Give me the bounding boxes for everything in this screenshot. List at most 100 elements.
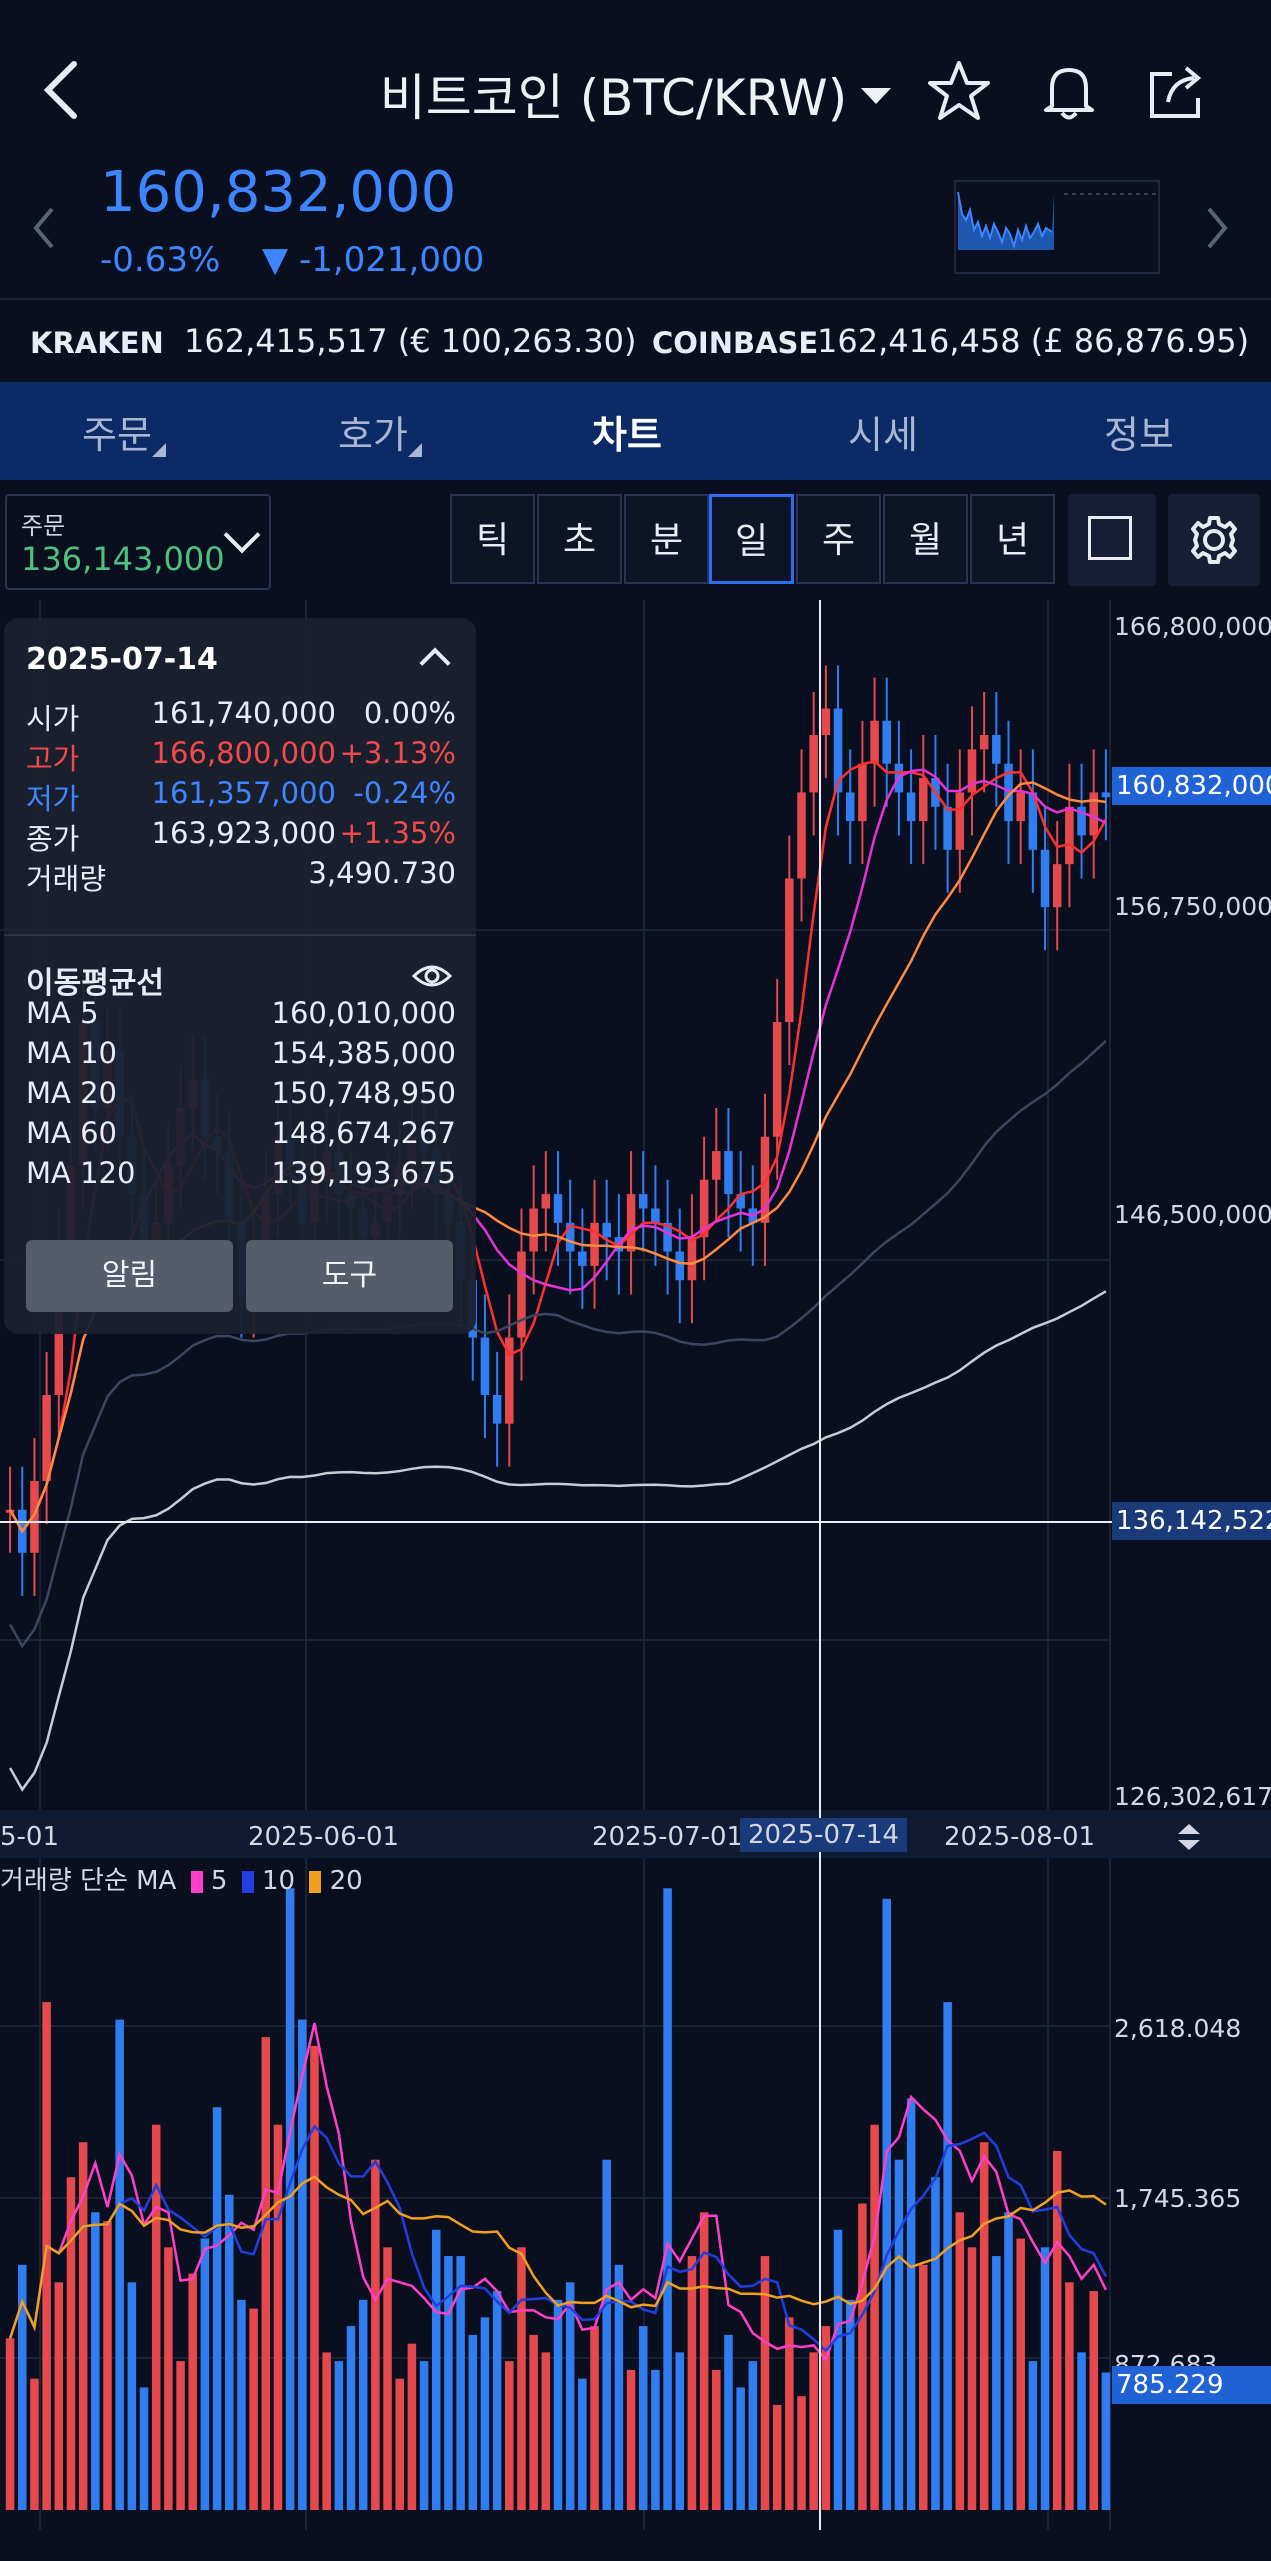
star-icon[interactable] — [926, 58, 992, 124]
info-row-low: 저가 161,357,000 -0.24% — [26, 776, 456, 816]
share-icon[interactable] — [1144, 58, 1210, 124]
volume-bar — [127, 2282, 137, 2510]
volume-bar — [724, 2334, 733, 2510]
info-percent: +3.13% — [339, 736, 456, 770]
current-price: 160,832,000 — [100, 160, 457, 225]
candle-body — [845, 792, 855, 822]
mini-chart[interactable] — [954, 180, 1160, 274]
ma-row: MA 5 160,010,000 — [26, 996, 456, 1036]
period-tick[interactable]: 틱 — [450, 494, 535, 584]
chevron-down-icon — [861, 87, 892, 104]
volume-bar — [298, 2019, 307, 2510]
volume-bar — [748, 2361, 758, 2510]
price-tick: 166,800,000 — [1114, 612, 1271, 641]
volume-bar — [346, 2326, 356, 2510]
volume-bar — [772, 2404, 782, 2510]
volume-bar — [578, 2378, 587, 2510]
back-icon[interactable] — [40, 58, 84, 122]
volume-bar — [736, 2387, 745, 2510]
candle-body — [675, 1251, 685, 1281]
candle-body — [626, 1194, 636, 1252]
volume-bar — [626, 2369, 636, 2510]
chevron-up-icon[interactable] — [419, 647, 451, 679]
period-day[interactable]: 일 — [709, 494, 794, 584]
volume-bar — [1052, 2150, 1062, 2510]
volume-bar — [882, 1898, 892, 2510]
order-dropdown[interactable]: 주문 136,143,000 — [5, 494, 271, 590]
page-title[interactable]: 비트코인 (BTC/KRW) — [0, 58, 1271, 130]
candle-body — [772, 1021, 782, 1137]
volume-tick: 2,618.048 — [1114, 2014, 1242, 2043]
price-tick: 126,302,617 — [1114, 1782, 1271, 1811]
tab-chart[interactable]: 차트 — [592, 413, 662, 457]
volume-bar — [492, 2291, 502, 2510]
bell-icon[interactable] — [1036, 58, 1102, 124]
volume-bar — [1016, 2238, 1025, 2510]
candle-body — [1065, 806, 1074, 865]
period-week[interactable]: 주 — [796, 494, 881, 584]
period-month[interactable]: 월 — [883, 494, 968, 584]
candle-body — [553, 1194, 563, 1223]
order-label: 주문 — [21, 512, 66, 540]
candle-body — [906, 792, 916, 822]
date-label: 2025-08-01 — [944, 1822, 1096, 1852]
volume-bar — [955, 2212, 965, 2510]
volume-bar — [505, 2361, 514, 2510]
drawing-tool-button[interactable] — [1068, 494, 1156, 586]
volume-bar — [797, 2396, 806, 2510]
prev-arrow-icon[interactable] — [30, 205, 58, 251]
volume-bar — [310, 2045, 319, 2510]
period-second[interactable]: 초 — [537, 494, 622, 584]
date-label: 2025-06-01 — [248, 1822, 400, 1852]
volume-bar — [224, 2194, 234, 2510]
axis-expand-icon[interactable] — [1176, 1822, 1202, 1852]
settings-button[interactable] — [1168, 494, 1260, 586]
info-percent: +1.35% — [339, 816, 456, 850]
ma-value: 160,010,000 — [271, 996, 457, 1030]
volume-bar — [18, 2264, 27, 2510]
volume-bar — [273, 2124, 283, 2510]
volume-bar — [529, 2334, 538, 2510]
candle-body — [809, 735, 818, 793]
kraken-value: 162,415,517 (€ 100,263.30) — [184, 322, 637, 360]
price-tick: 156,750,000 — [1114, 892, 1271, 921]
volume-bar — [5, 2338, 15, 2510]
tool-button[interactable]: 도구 — [246, 1240, 453, 1312]
alert-button[interactable]: 알림 — [26, 1240, 233, 1312]
candle-body — [992, 735, 1001, 764]
volume-bar — [139, 2387, 149, 2510]
volume-bar — [212, 2107, 222, 2510]
kraken-label: KRAKEN — [30, 326, 164, 360]
volume-bar — [760, 2256, 770, 2510]
legend-swatch — [309, 1870, 322, 1893]
ma-row: MA 120 139,193,675 — [26, 1156, 456, 1196]
tab-orderbook[interactable]: 호가 — [338, 404, 422, 459]
volume-bar — [42, 2002, 51, 2510]
period-minute[interactable]: 분 — [624, 494, 709, 584]
volume-legend: 거래량 단순 MA 5 10 20 — [0, 1860, 363, 1897]
next-arrow-icon[interactable] — [1203, 205, 1231, 251]
candle-body — [492, 1394, 502, 1424]
candle-body — [1077, 806, 1086, 836]
volume-bar — [1101, 2372, 1111, 2510]
volume-bar — [188, 2273, 197, 2510]
ma60-line — [8, 1039, 1107, 1649]
tab-order[interactable]: 주문 — [82, 404, 166, 459]
volume-bar — [1004, 2212, 1013, 2510]
volume-bar — [894, 2159, 904, 2510]
ma120-line — [8, 1290, 1107, 1792]
eye-icon[interactable] — [412, 962, 452, 990]
candle-body — [1040, 849, 1050, 908]
volume-tick: 1,745.365 — [1114, 2184, 1242, 2213]
tab-info[interactable]: 정보 — [1104, 413, 1174, 457]
coinbase-value: 162,416,458 (£ 86,876.95) — [817, 322, 1250, 360]
tab-market[interactable]: 시세 — [848, 413, 918, 457]
volume-bar — [115, 2019, 124, 2510]
candle-body — [663, 1222, 672, 1252]
info-row-volume: 거래량 3,490.730 — [26, 856, 456, 896]
volume-bar — [517, 2247, 526, 2510]
candle-body — [943, 806, 952, 850]
candle-body — [919, 778, 928, 822]
volume-bar — [638, 2326, 648, 2510]
period-year[interactable]: 년 — [970, 494, 1055, 584]
